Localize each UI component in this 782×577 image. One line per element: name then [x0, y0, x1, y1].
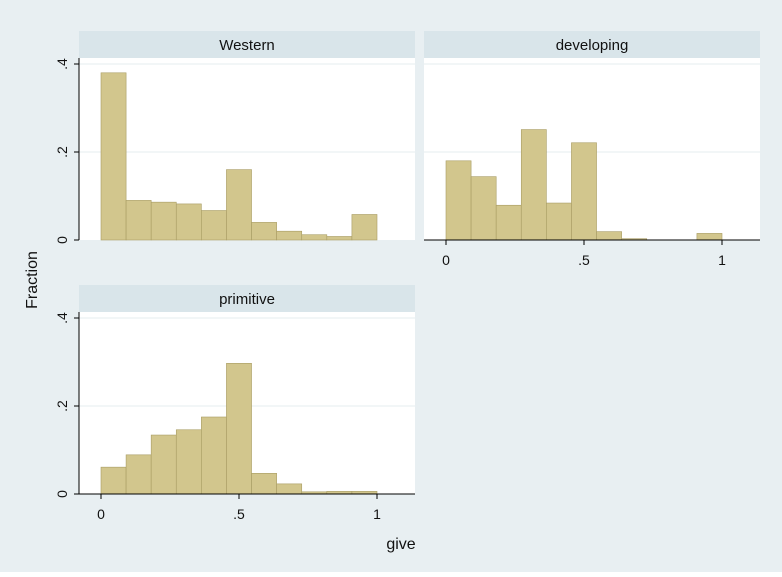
histogram-bar — [326, 236, 353, 241]
x-tick-label: .5 — [233, 506, 245, 522]
panel-2: developing 0 .5 1 — [424, 31, 760, 268]
histogram-bar — [445, 160, 472, 241]
x-tick-label: 0 — [442, 252, 450, 268]
histogram-bar — [696, 233, 723, 241]
panel-3: primitive 0 .2 .4 0 .5 1 — [54, 285, 415, 522]
panel-title: Western — [219, 37, 275, 54]
histogram-bar — [276, 230, 303, 241]
histogram-bar — [201, 210, 227, 241]
panel-title: developing — [556, 37, 629, 54]
histogram-bar — [546, 202, 572, 241]
x-tick-label: 0 — [97, 506, 105, 522]
panel-header — [424, 31, 760, 58]
histogram-bar — [150, 201, 177, 241]
histogram-bar — [175, 203, 202, 241]
panel-header — [79, 285, 415, 312]
histogram-bar — [201, 416, 227, 495]
y-axis-title: Fraction — [24, 251, 41, 309]
histogram-bar — [150, 434, 177, 495]
y-tick-label: 0 — [54, 236, 70, 244]
histogram-bar — [571, 142, 597, 241]
y-tick-label: .4 — [54, 312, 70, 324]
x-axis-title: give — [386, 536, 415, 553]
histogram-bar — [596, 231, 622, 241]
histogram-bar — [226, 363, 252, 495]
y-tick-label: .2 — [54, 400, 70, 412]
histogram-bar — [100, 466, 127, 495]
y-tick-label: 0 — [54, 490, 70, 498]
histogram-bar — [351, 214, 378, 241]
histogram-bar — [301, 234, 328, 241]
x-tick-label: .5 — [578, 252, 590, 268]
histogram-bar — [520, 129, 547, 241]
panel-header — [79, 31, 415, 58]
histogram-bar — [226, 169, 252, 241]
x-tick-label: 1 — [718, 252, 726, 268]
histogram-bar — [470, 176, 497, 241]
x-tick-label: 1 — [373, 506, 381, 522]
panel-title: primitive — [219, 291, 275, 308]
y-tick-label: .2 — [54, 146, 70, 158]
histogram-bar — [495, 204, 522, 241]
histogram-bar — [175, 429, 202, 495]
histogram-bar — [276, 483, 303, 495]
histogram-bar — [251, 222, 277, 241]
histogram-bar — [251, 473, 277, 495]
panel-1: Western 0 .2 .4 — [54, 31, 415, 244]
y-tick-label: .4 — [54, 58, 70, 70]
histogram-bar — [125, 200, 152, 241]
histogram-bar — [125, 454, 152, 495]
histogram-bar — [100, 72, 127, 241]
